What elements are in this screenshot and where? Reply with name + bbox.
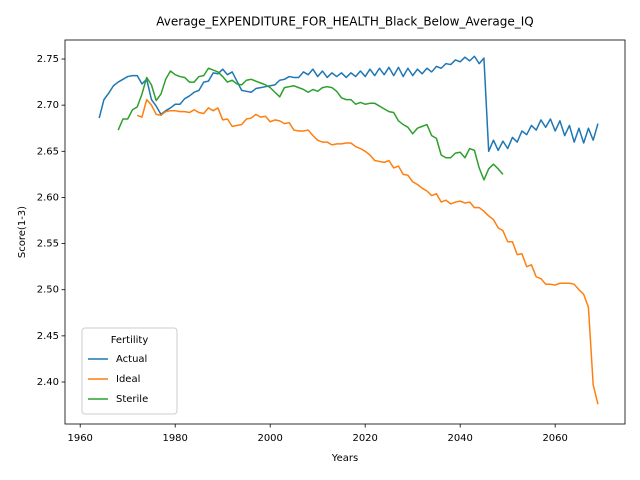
legend: Fertility Actual Ideal Sterile xyxy=(81,327,178,415)
x-axis-label: Years xyxy=(331,453,358,464)
chart-title: Average_EXPENDITURE_FOR_HEALTH_Black_Bel… xyxy=(156,15,533,29)
x-tick-label: 1960 xyxy=(67,433,92,444)
axes-frame xyxy=(64,39,626,425)
y-tick-label: 2.55 xyxy=(37,239,59,250)
y-tick-label: 2.60 xyxy=(37,192,59,203)
y-tick-label: 2.45 xyxy=(37,331,59,342)
x-tick-label: 2020 xyxy=(352,433,377,444)
series-line xyxy=(136,98,599,405)
series-line xyxy=(98,55,599,153)
y-tick-label: 2.70 xyxy=(37,100,59,111)
legend-title: Fertility xyxy=(111,335,149,346)
legend-box xyxy=(81,327,178,415)
y-axis-label: Score(1-3) xyxy=(17,206,28,258)
legend-label: Sterile xyxy=(116,394,148,405)
y-tick-label: 2.50 xyxy=(37,285,59,296)
legend-label: Actual xyxy=(116,354,147,365)
y-tick-label: 2.75 xyxy=(37,54,59,65)
x-tick-label: 2060 xyxy=(542,433,567,444)
y-tick-label: 2.40 xyxy=(37,377,59,388)
x-tick-label: 2040 xyxy=(447,433,472,444)
x-tick-label: 1980 xyxy=(162,433,187,444)
y-tick-label: 2.65 xyxy=(37,146,59,157)
series-line xyxy=(117,67,504,181)
x-tick-label: 2000 xyxy=(257,433,282,444)
legend-label: Ideal xyxy=(116,374,140,385)
